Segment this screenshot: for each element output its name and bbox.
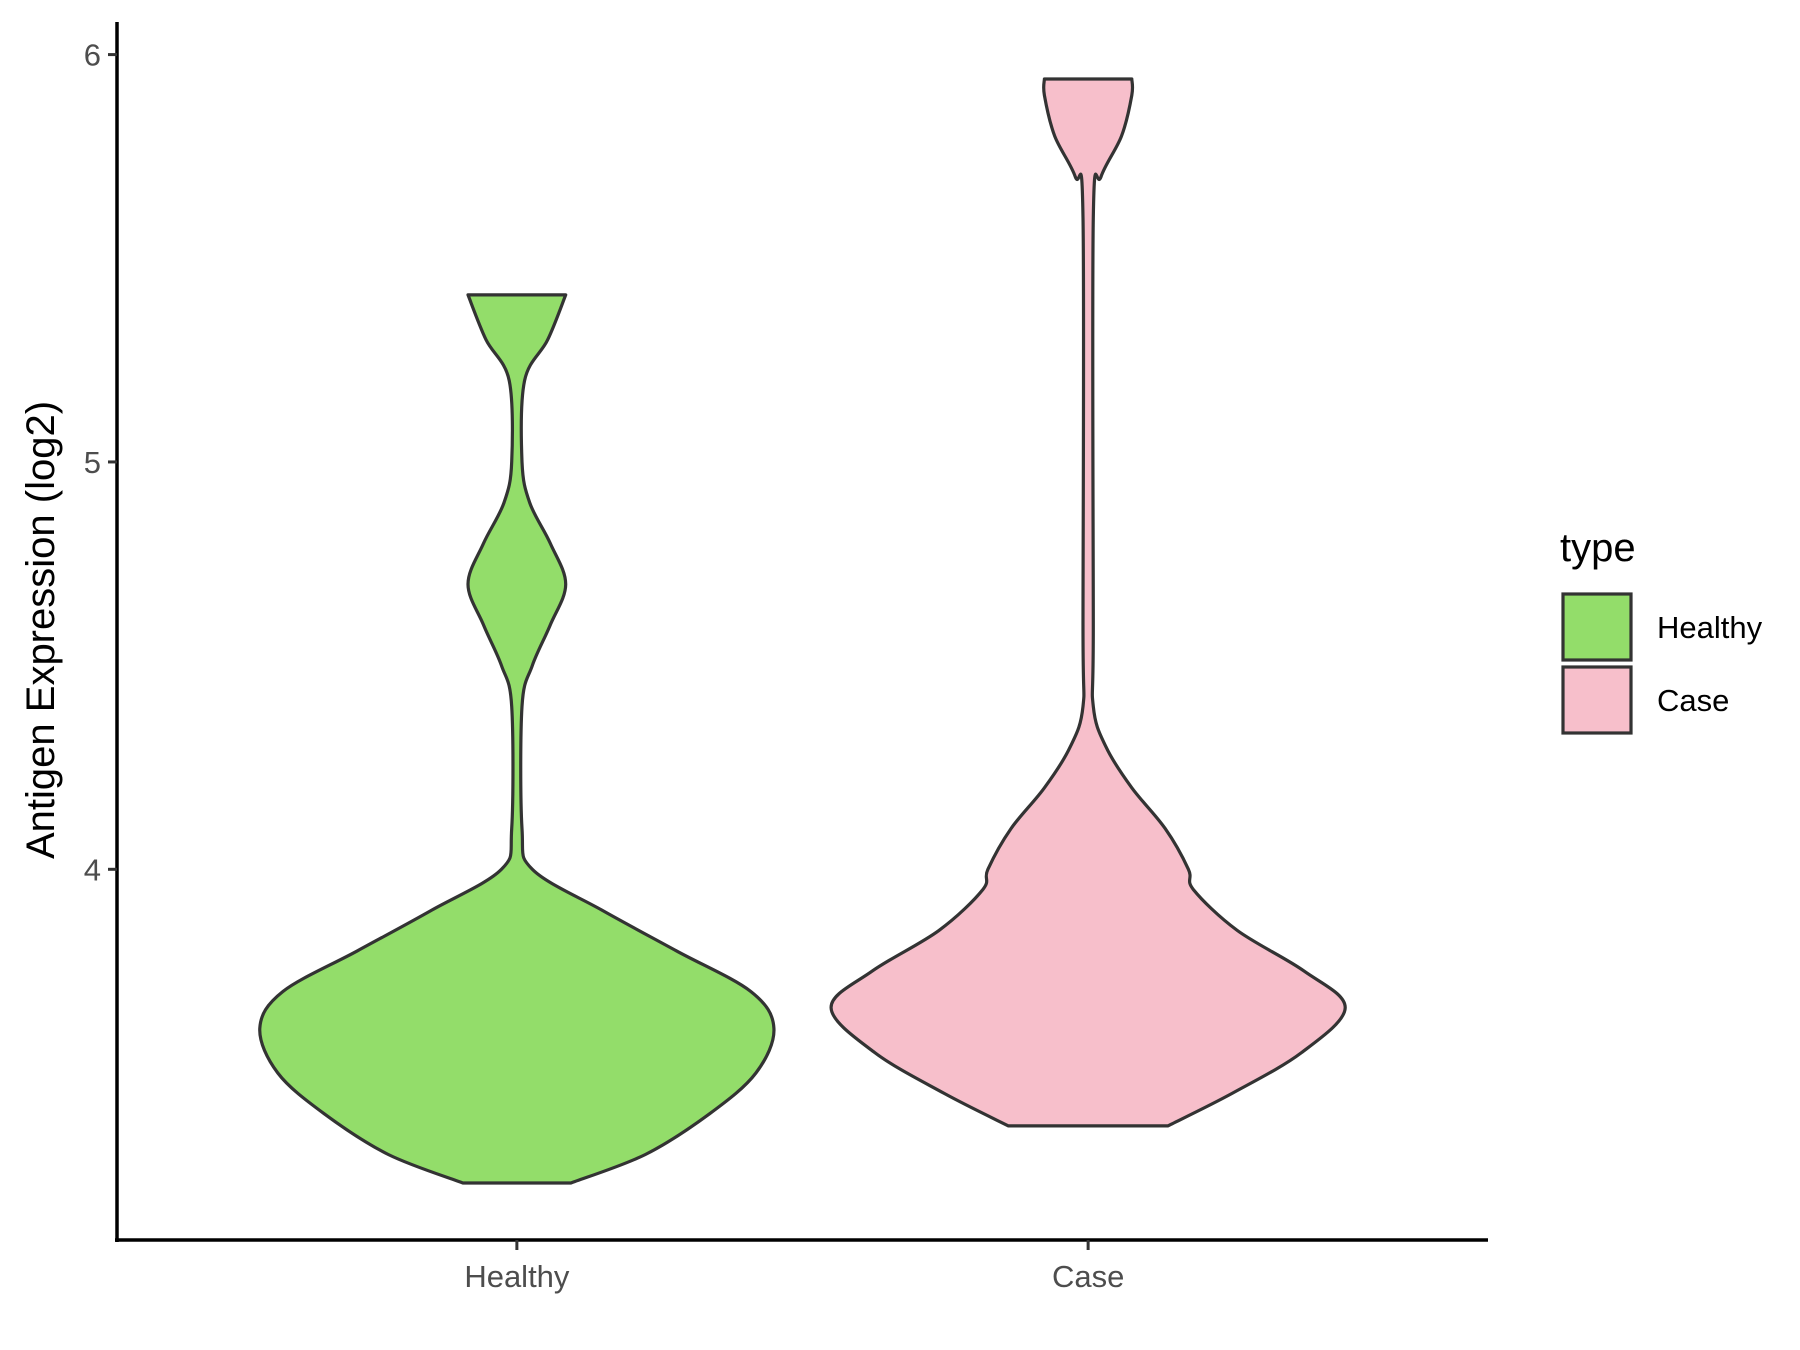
legend-items: Healthy Case — [1561, 592, 1763, 735]
legend-label-case: Case — [1657, 683, 1729, 718]
violin-case — [829, 77, 1347, 1128]
violin-healthy — [258, 293, 776, 1185]
legend: type Healthy Case — [1560, 526, 1763, 735]
violins-layer — [258, 77, 1347, 1185]
y-tick-label: 6 — [84, 38, 101, 73]
legend-label-healthy: Healthy — [1657, 610, 1763, 645]
x-tick-label: Healthy — [464, 1259, 570, 1294]
legend-swatch-case — [1561, 665, 1633, 735]
legend-swatch-healthy — [1561, 592, 1633, 662]
legend-title: type — [1560, 526, 1636, 570]
y-ticks: 4 5 6 — [84, 38, 117, 887]
y-tick-label: 5 — [84, 445, 101, 480]
x-tick-label: Case — [1052, 1259, 1124, 1294]
axes — [115, 22, 1488, 1242]
y-tick-label: 4 — [84, 852, 101, 887]
x-ticks: Healthy Case — [464, 1240, 1124, 1294]
y-axis-title: Antigen Expression (log2) — [19, 401, 63, 859]
